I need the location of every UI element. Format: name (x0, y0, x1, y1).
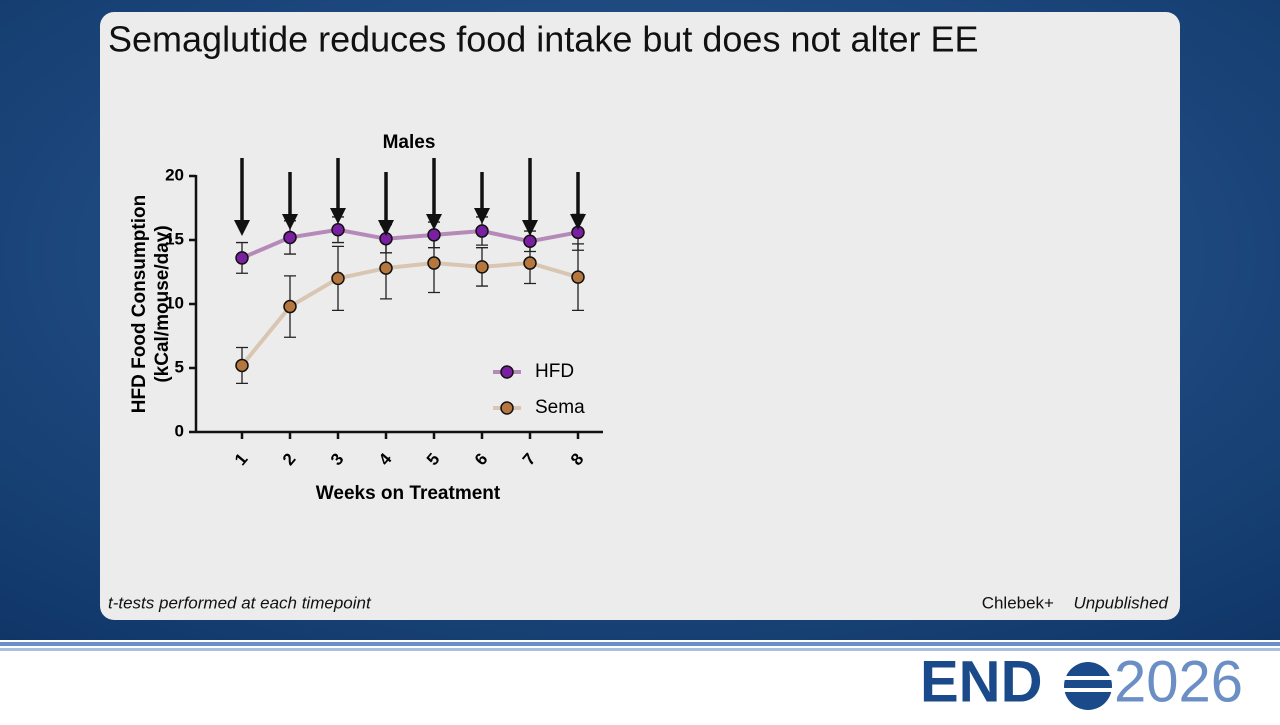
y-tick-label: 15 (165, 229, 184, 248)
data-point (331, 223, 345, 237)
significance-arrow-head (522, 220, 538, 236)
legend-label: Sema (535, 397, 585, 418)
data-point (283, 299, 297, 314)
chart: Males Weeks on Treatment HFD Food Consum… (129, 132, 603, 504)
data-point (235, 251, 249, 265)
data-point (427, 256, 441, 270)
significance-arrow-head (378, 220, 394, 236)
significance-arrow-head (474, 208, 490, 224)
y-axis-label: HFD Food Consumption (129, 195, 150, 413)
data-point (523, 256, 537, 270)
y-tick-label: 0 (175, 421, 184, 440)
series-line (241, 227, 579, 260)
content-card (100, 12, 1180, 620)
y-axis-label: (kCal/mouse/day) (152, 225, 173, 382)
data-point (571, 270, 585, 284)
data-point (475, 224, 489, 238)
data-point (523, 234, 537, 249)
logo-globe (1062, 662, 1114, 710)
logo-year: 2026 (1114, 649, 1243, 714)
significance-arrow-head (282, 214, 298, 230)
legend-label: HFD (535, 361, 574, 382)
significance-arrow-head (570, 214, 586, 230)
footer-stripe (0, 648, 1280, 651)
significance-arrow-head (330, 208, 346, 224)
y-tick-label: 10 (165, 293, 184, 312)
footer-stripe (0, 642, 1280, 646)
significance-arrow-head (426, 214, 442, 230)
source-status: Unpublished (1073, 593, 1168, 612)
series-line (240, 261, 579, 367)
data-point (331, 271, 345, 286)
logo-text: END (920, 649, 1042, 714)
data-point (475, 260, 489, 274)
data-point (283, 230, 297, 245)
y-tick-label: 20 (165, 165, 184, 184)
significance-arrow-head (234, 220, 250, 236)
source: Chlebek+ (982, 593, 1054, 612)
legend-marker (500, 401, 514, 415)
data-point (235, 358, 249, 373)
footnote: t-tests performed at each timepoint (108, 593, 372, 612)
data-point (379, 261, 393, 275)
y-tick-label: 5 (175, 357, 184, 376)
x-axis-label: Weeks on Treatment (316, 483, 501, 504)
legend-marker (500, 365, 514, 379)
slide-title: Semaglutide reduces food intake but does… (108, 19, 979, 60)
chart-title: Males (383, 132, 436, 153)
data-point (427, 228, 441, 242)
